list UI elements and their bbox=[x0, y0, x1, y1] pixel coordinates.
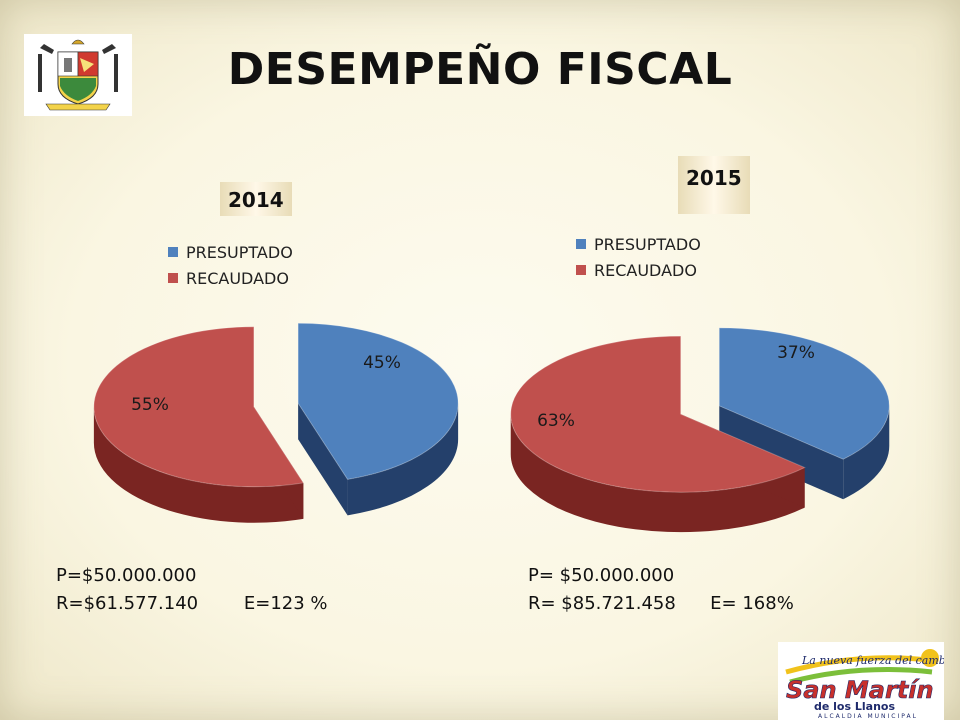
pie-chart-2014: 45% 55% bbox=[93, 322, 459, 523]
stat-eficiencia-2015: E= 168% bbox=[710, 593, 794, 614]
legend-item: PRESUPTADO bbox=[576, 231, 701, 257]
pie-slice-wall bbox=[719, 405, 844, 500]
logo-slogan: La nueva fuerza del cambio. bbox=[801, 654, 944, 667]
legend-2015: PRESUPTADO RECAUDADO bbox=[576, 231, 701, 283]
pie-slice-recaudado bbox=[510, 335, 806, 493]
chart-title-2015: 2015 bbox=[678, 156, 750, 214]
legend-item: RECAUDADO bbox=[168, 265, 293, 291]
pie-slice-side bbox=[843, 405, 890, 500]
chart-title-2014: 2014 bbox=[220, 182, 292, 216]
stat-recaudado-2014: R=$61.577.140 bbox=[56, 593, 199, 614]
stat-recaudado-2015: R= $85.721.458 bbox=[528, 593, 676, 614]
stat-presupuestado-2015: P= $50.000.000 bbox=[528, 565, 675, 586]
logo-office: ALCALDIA MUNICIPAL bbox=[818, 713, 918, 720]
legend-label: PRESUPTADO bbox=[594, 234, 701, 254]
pie-slice-presuptado bbox=[297, 322, 459, 480]
data-label: 63% bbox=[537, 411, 575, 431]
page-title: DESEMPEÑO FISCAL bbox=[227, 44, 733, 95]
legend-swatch bbox=[168, 273, 178, 283]
data-label: 55% bbox=[131, 395, 169, 415]
logo-sub: de los Llanos bbox=[814, 700, 895, 713]
coat-of-arms-icon bbox=[24, 34, 132, 116]
pie-slice-side bbox=[347, 403, 459, 516]
legend-swatch bbox=[576, 239, 586, 249]
data-label: 45% bbox=[363, 353, 401, 373]
pie-slice-wall bbox=[298, 403, 348, 516]
pie-chart-2015: 37% 63% bbox=[510, 327, 890, 533]
legend-label: PRESUPTADO bbox=[186, 242, 293, 262]
stat-eficiencia-2014: E=123 % bbox=[243, 593, 328, 614]
legend-item: RECAUDADO bbox=[576, 257, 701, 283]
data-label: 37% bbox=[777, 343, 815, 363]
pie-slice-recaudado bbox=[93, 326, 305, 488]
logo-name: San Martín bbox=[786, 676, 934, 704]
legend-item: PRESUPTADO bbox=[168, 239, 293, 265]
municipality-logo: La nueva fuerza del cambio. San Martín d… bbox=[778, 642, 944, 720]
pie-slice-side bbox=[93, 406, 304, 523]
stats-2015: P= $50.000.000 R= $85.721.458 E= 168% bbox=[528, 562, 794, 618]
legend-label: RECAUDADO bbox=[594, 260, 697, 280]
stat-presupuestado-2014: P=$50.000.000 bbox=[56, 565, 197, 586]
legend-swatch bbox=[168, 247, 178, 257]
pie-slice-side bbox=[510, 414, 805, 533]
pie-slice-presuptado bbox=[718, 327, 890, 460]
legend-swatch bbox=[576, 265, 586, 275]
legend-label: RECAUDADO bbox=[186, 268, 289, 288]
legend-2014: PRESUPTADO RECAUDADO bbox=[168, 239, 293, 291]
stats-2014: P=$50.000.000 R=$61.577.140 E=123 % bbox=[56, 562, 328, 618]
